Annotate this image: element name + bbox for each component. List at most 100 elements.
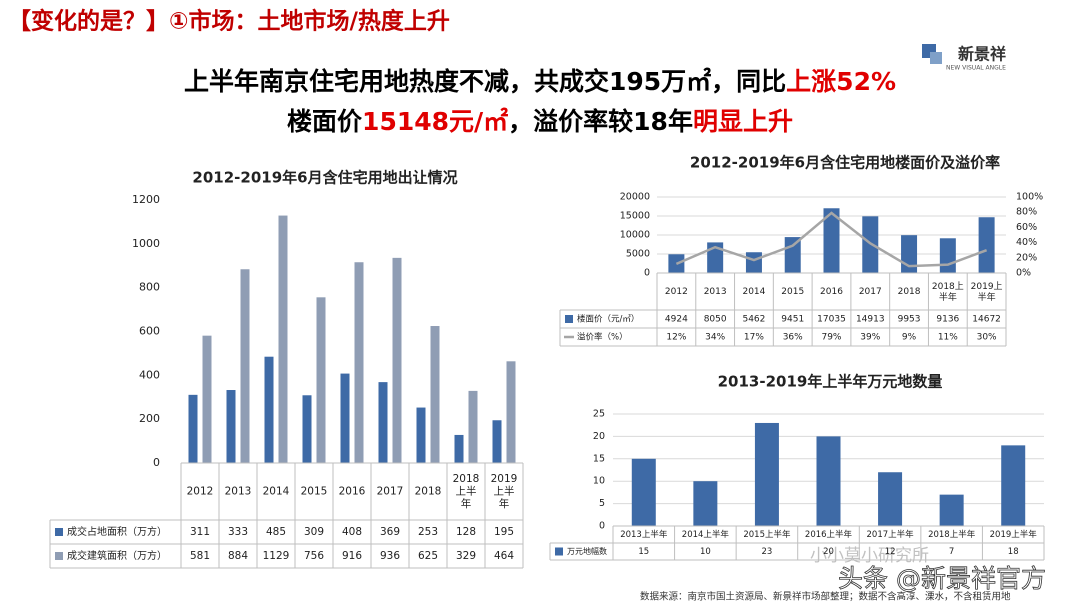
x-tick-label: 2014 [742, 287, 765, 297]
bar [978, 217, 995, 273]
table-value: 936 [380, 550, 400, 562]
x-tick-label: 2015上半年 [743, 529, 791, 540]
bar [693, 481, 718, 526]
table-value: 625 [418, 550, 438, 562]
legend-swatch [555, 547, 563, 556]
legend-label: 成交占地面积（万方） [67, 525, 167, 538]
table-value: 333 [228, 526, 248, 538]
legend-label: 楼面价（元/㎡） [577, 314, 639, 325]
table-value: 311 [190, 526, 210, 538]
x-tick-label: 2019上半年 [990, 529, 1038, 540]
legend-swatch [565, 315, 573, 323]
bar [506, 361, 516, 463]
y-tick-label: 15 [593, 453, 605, 464]
y-tick-label: 600 [139, 325, 160, 338]
bar [264, 356, 274, 463]
x-tick-label: 2018上半年 [932, 281, 964, 303]
table-value: 9953 [898, 315, 921, 325]
table-value: 581 [190, 550, 210, 562]
table-value: 14672 [972, 315, 1001, 325]
bar [816, 436, 841, 526]
x-tick-label: 2013 [704, 287, 727, 297]
y-tick-label: 15000 [620, 211, 650, 222]
y-tick-label: 5000 [626, 249, 650, 260]
chart-title: 2012-2019年6月含住宅用地楼面价及溢价率 [690, 154, 1000, 172]
table-value: 39% [860, 333, 880, 343]
bar [278, 215, 288, 463]
x-tick-label: 2017上半年 [867, 529, 915, 540]
y-tick-label: 200 [139, 412, 160, 425]
y-tick-label: 1200 [132, 193, 160, 206]
bar [340, 373, 350, 463]
table-value: 195 [494, 526, 514, 538]
y-tick-label: 0 [599, 521, 605, 532]
headline-segment: 上涨52% [786, 67, 896, 96]
y2-tick-label: 40% [1016, 237, 1037, 248]
table-value: 12 [885, 547, 896, 557]
bar [240, 269, 250, 463]
table-value: 128 [456, 526, 476, 538]
y2-tick-label: 100% [1016, 192, 1043, 203]
table-value: 756 [304, 550, 324, 562]
headline: 楼面价15148元/㎡，溢价率较18年明显上升 [287, 107, 793, 136]
table-value: 408 [342, 526, 362, 538]
x-tick-label: 2015 [301, 486, 328, 498]
table-value: 5462 [742, 315, 765, 325]
x-tick-label: 2018 [898, 287, 921, 297]
x-tick-label: 2016上半年 [805, 529, 853, 540]
table-value: 17% [744, 333, 764, 343]
bar [1001, 445, 1026, 526]
bar [939, 494, 964, 526]
bar [468, 390, 478, 463]
y2-tick-label: 20% [1016, 252, 1037, 263]
table-value: 9136 [936, 315, 959, 325]
line [675, 211, 988, 268]
x-tick-label: 2016 [820, 287, 843, 297]
bar [823, 208, 840, 273]
table-value: 12% [666, 333, 686, 343]
headline-segment: 15148元/㎡ [362, 107, 508, 136]
table-value: 884 [228, 550, 248, 562]
table-value: 464 [494, 550, 514, 562]
x-tick-label: 2013上半年 [620, 529, 668, 540]
source-note: 数据来源：南京市国土资源局、新景祥市场部整理；数据不含高淳、溧水，不含租赁用地 [640, 591, 1011, 603]
table-value: 253 [418, 526, 438, 538]
x-tick-label: 2017 [377, 486, 404, 498]
x-tick-label: 2018 [415, 486, 442, 498]
y2-tick-label: 0% [1016, 268, 1031, 279]
table-value: 18 [1008, 547, 1019, 557]
bar [202, 335, 212, 463]
y-tick-label: 0 [644, 268, 650, 279]
y-tick-label: 400 [139, 368, 160, 381]
bar [302, 395, 312, 463]
table-value: 23 [762, 547, 773, 557]
y-tick-label: 25 [593, 409, 605, 420]
legend-label: 成交建筑面积（万方） [67, 549, 167, 562]
x-tick-label: 2014上半年 [682, 529, 730, 540]
legend-label: 万元地幅数 [567, 546, 607, 556]
bar [745, 252, 762, 273]
x-tick-label: 2016 [339, 486, 366, 498]
table-value: 10 [700, 547, 711, 557]
y-tick-label: 10 [593, 476, 605, 487]
x-tick-label: 2017 [859, 287, 882, 297]
bar [878, 472, 903, 526]
logo: 新景祥 NEW VISUAL ANGLE [922, 44, 1006, 72]
bar [316, 297, 326, 463]
y-tick-label: 0 [153, 456, 160, 469]
x-tick-label: 2013 [225, 486, 252, 498]
table-value: 36% [783, 333, 803, 343]
logo-cube [930, 52, 942, 64]
watermark: 头条 @新景祥官方 [838, 564, 1046, 593]
table-value: 1129 [263, 550, 290, 562]
bar [354, 262, 364, 463]
x-tick-label: 2012 [665, 287, 688, 297]
bar [188, 394, 198, 463]
bar [416, 407, 426, 463]
legend-swatch [55, 552, 63, 560]
table-value: 15 [638, 547, 649, 557]
y-tick-label: 20000 [620, 192, 650, 203]
legend-swatch [55, 528, 63, 536]
